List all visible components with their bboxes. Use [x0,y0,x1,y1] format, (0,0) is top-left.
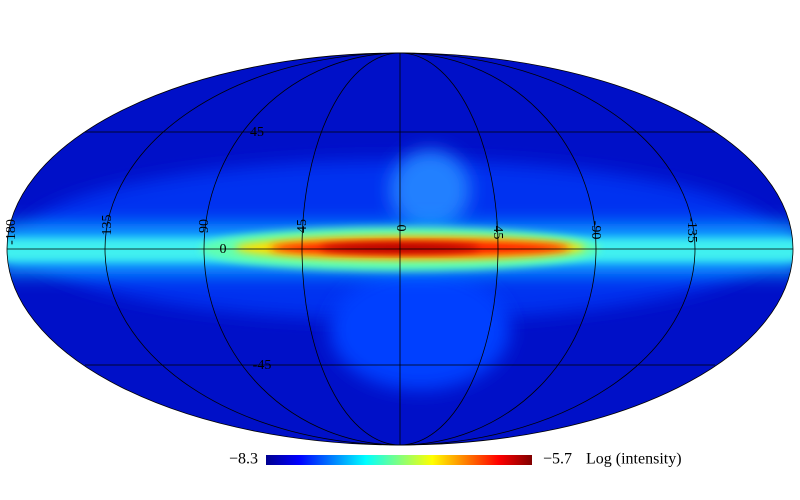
latitude-label: 45 [250,125,264,140]
longitude-label: 0 [393,225,408,232]
longitude-label: -135 [684,217,699,243]
colorbar-min: −8.3 [229,451,258,468]
longitude-label: 135 [100,215,115,236]
colorbar: −8.3 −5.7 Log (intensity) [229,451,682,468]
longitude-labels: -180 135 90 45 0 -45 -90 -135 [4,215,699,245]
longitude-label: 90 [197,219,212,233]
longitude-label: -90 [588,221,603,240]
latitude-label: 0 [220,242,227,257]
latitude-label: -45 [253,358,272,373]
colorbar-gradient [266,455,532,465]
longitude-label: -180 [4,219,19,245]
longitude-label: -45 [490,221,505,240]
colorbar-title: Log (intensity) [586,451,682,468]
graticule [6,52,794,446]
latitude-labels: 45 0 -45 [220,125,272,373]
longitude-label: 45 [295,219,310,233]
colorbar-max: −5.7 [543,451,572,468]
